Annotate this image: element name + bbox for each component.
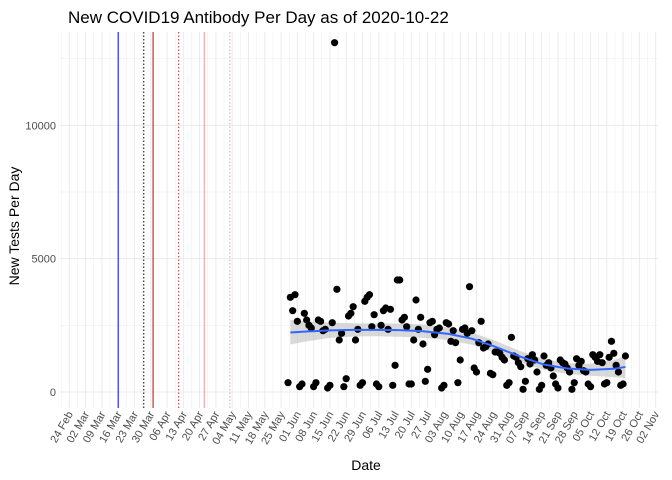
smooth-line: [290, 328, 626, 371]
data-point: [477, 317, 485, 325]
data-point: [465, 283, 474, 291]
data-point: [603, 379, 611, 387]
data-point: [307, 324, 315, 332]
data-point: [321, 325, 329, 333]
data-point: [342, 375, 350, 383]
data-point: [412, 296, 420, 304]
data-points: [284, 39, 630, 393]
data-point: [619, 380, 627, 388]
y-tick-label: 0: [50, 387, 56, 399]
data-point: [570, 379, 578, 387]
data-point: [403, 323, 411, 331]
data-point: [410, 336, 418, 344]
data-point: [365, 291, 374, 299]
data-point: [521, 377, 529, 385]
data-point: [454, 379, 462, 387]
data-point: [468, 327, 476, 335]
reference-lines: [117, 32, 231, 408]
data-point: [284, 379, 292, 387]
data-point: [526, 360, 534, 368]
data-point: [400, 313, 408, 321]
data-point: [505, 379, 513, 387]
data-point: [335, 336, 343, 344]
data-point: [421, 377, 429, 385]
data-point: [440, 381, 448, 389]
data-point: [293, 317, 301, 325]
data-point: [333, 285, 341, 293]
data-point: [577, 357, 585, 365]
data-point: [298, 380, 306, 388]
data-point: [300, 309, 308, 317]
data-point: [396, 276, 404, 284]
data-point: [621, 352, 630, 360]
data-point: [347, 309, 355, 317]
data-point: [444, 320, 453, 328]
data-point: [489, 371, 497, 379]
data-point: [424, 365, 432, 373]
data-point: [517, 363, 525, 371]
chart-title: New COVID19 Antibody Per Day as of 2020-…: [68, 8, 449, 27]
data-point: [507, 333, 516, 341]
data-point: [472, 368, 481, 376]
data-point: [607, 337, 616, 345]
data-point: [565, 368, 574, 376]
data-point: [568, 385, 576, 393]
data-point: [605, 353, 613, 361]
data-point: [351, 336, 360, 344]
data-point: [586, 383, 595, 391]
data-point: [349, 303, 357, 311]
data-point: [358, 379, 367, 387]
data-point: [540, 352, 548, 360]
data-point: [391, 361, 399, 369]
data-point: [596, 351, 604, 359]
grid: [60, 32, 658, 408]
data-point: [289, 307, 297, 315]
data-point: [386, 305, 395, 313]
data-point: [417, 313, 425, 321]
data-point: [407, 380, 415, 388]
data-point: [610, 349, 618, 357]
data-point: [456, 356, 464, 364]
data-point: [337, 329, 346, 337]
data-point: [291, 291, 299, 299]
data-point: [389, 381, 397, 389]
data-point: [375, 383, 383, 391]
y-tick-label: 5000: [32, 254, 56, 266]
smooth-line-path: [290, 328, 626, 371]
data-point: [419, 340, 427, 348]
data-point: [554, 384, 562, 392]
data-point: [377, 321, 385, 329]
x-axis-label: Date: [351, 457, 381, 473]
data-point: [449, 327, 457, 335]
data-point: [428, 317, 436, 325]
y-axis-label: New Tests Per Day: [6, 167, 22, 286]
data-point: [340, 383, 348, 391]
data-point: [435, 324, 443, 332]
data-point: [549, 372, 557, 380]
data-point: [519, 385, 527, 393]
data-point: [533, 368, 541, 376]
data-point: [312, 379, 320, 387]
data-point: [614, 368, 623, 376]
y-axis-ticks: 0 5000 10000: [25, 120, 56, 399]
data-point: [500, 356, 509, 364]
data-point: [328, 319, 336, 327]
data-point: [538, 381, 546, 389]
data-point: [598, 359, 606, 367]
data-point: [370, 311, 378, 319]
data-point: [326, 381, 334, 389]
data-point: [368, 323, 376, 331]
y-tick-label: 10000: [25, 120, 56, 132]
data-point: [317, 317, 325, 325]
data-point: [330, 39, 339, 47]
data-point: [451, 339, 460, 347]
